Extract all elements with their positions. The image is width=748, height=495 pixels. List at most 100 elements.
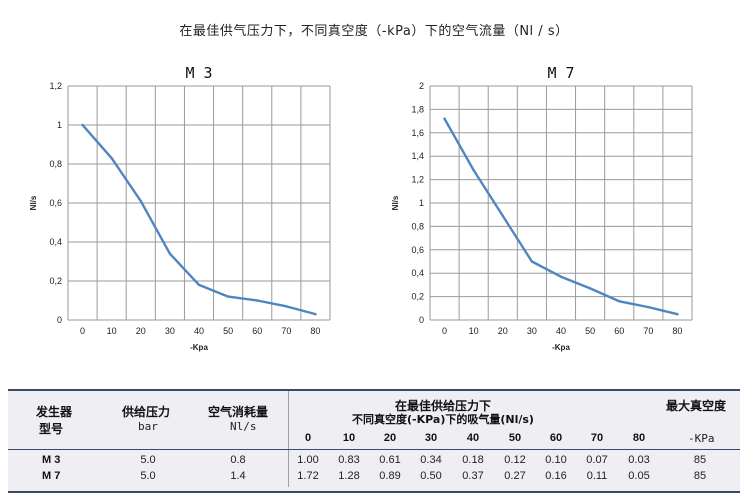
page-title: 在最佳供气压力下，不同真空度（-kPa）下的空气流量（Nl / s）	[179, 24, 569, 39]
y-tick-label: 0,6	[49, 198, 62, 208]
row-flow-value: 0.16	[545, 470, 567, 482]
vacuum-column-header: 80	[632, 432, 646, 444]
chart-m7: M 700,20,40,60,811,21,41,61,820 10 20 30 40 5…	[391, 64, 693, 352]
vacuum-column-header: 20	[383, 432, 397, 444]
x-tick-label: 30	[165, 326, 175, 336]
vacuum-column-header: 70	[590, 432, 604, 444]
x-tick-label: 20	[136, 326, 146, 336]
header-supply-pressure: 供给压力	[122, 405, 171, 419]
data-point	[588, 287, 592, 290]
data-point	[139, 199, 142, 203]
y-tick-label: 2	[419, 81, 424, 91]
row-flow-value: 0.07	[586, 454, 608, 466]
x-axis-label: -Kpa	[552, 343, 570, 352]
data-point	[647, 305, 650, 309]
x-tick-label: 50	[585, 326, 595, 336]
y-tick-label: 1	[57, 120, 62, 130]
data-point	[501, 214, 504, 218]
header-air-consumption: 空气消耗量	[208, 405, 269, 419]
row-consumption: 1.4	[230, 470, 246, 482]
x-tick-label: 0	[80, 326, 85, 336]
row-flow-value: 0.05	[628, 470, 650, 482]
row-flow-value: 0.34	[420, 454, 442, 466]
row-flow-value: 0.37	[462, 470, 484, 482]
row-consumption: 0.8	[230, 454, 246, 466]
header-group-line1: 在最佳供给压力下	[394, 399, 491, 413]
y-tick-label: 0,4	[49, 237, 62, 247]
row-flow-value: 0.11	[586, 470, 608, 482]
y-tick-label: 0,8	[411, 221, 424, 231]
header-model-type: 型号	[39, 422, 64, 436]
vacuum-column-header: 40	[466, 432, 480, 444]
x-tick-label: 20	[498, 326, 508, 336]
vacuum-column-header: 50	[508, 432, 522, 444]
row-flow-value: 0.27	[504, 470, 526, 482]
vacuum-column-header: 0	[304, 432, 312, 444]
header-air-consumption-unit: Nl/s	[230, 420, 257, 433]
series-line	[443, 117, 679, 316]
spec-table: 发生器 型号 供给压力 bar 空气消耗量 Nl/s 在最佳供给压力下 不同真空…	[8, 389, 740, 493]
row-flow-value: 0.50	[420, 470, 442, 482]
y-axis-label: Nl/s	[29, 195, 38, 210]
vacuum-column-header: 60	[549, 432, 563, 444]
y-tick-label: 0,2	[49, 276, 62, 286]
column-divider	[288, 391, 289, 487]
data-point	[530, 260, 534, 263]
data-point	[285, 305, 288, 308]
vacuum-column-header: 30	[424, 432, 438, 444]
data-point	[197, 283, 201, 287]
data-point	[226, 295, 230, 298]
header-rule	[8, 449, 740, 450]
row-max-vacuum: 85	[693, 470, 707, 482]
x-tick-label: 10	[469, 326, 479, 336]
y-tick-label: 0,4	[411, 268, 424, 278]
row-pressure: 5.0	[140, 470, 156, 482]
data-point	[110, 156, 113, 160]
data-point	[256, 299, 259, 302]
y-tick-label: 1,6	[411, 128, 424, 138]
data-point	[168, 252, 172, 255]
x-tick-label: 30	[527, 326, 537, 336]
row-flow-value: 0.12	[504, 454, 526, 466]
y-tick-label: 1,2	[411, 175, 424, 185]
y-tick-label: 0,6	[411, 245, 424, 255]
x-tick-label: 80	[310, 326, 320, 336]
row-flow-value: 1.28	[338, 470, 360, 482]
header-supply-pressure-unit: bar	[138, 420, 158, 433]
row-pressure: 5.0	[140, 454, 156, 466]
x-tick-label: 60	[252, 326, 262, 336]
y-axis-label: Nl/s	[391, 195, 400, 210]
y-tick-label: 1	[419, 198, 424, 208]
header-max-vacuum-unit: -KPa	[688, 432, 715, 445]
chart-m3: M 3 0 0,2 0,4 0,6 0,8 1 1,2 0 10 20 30 40 50 60 70 80 -Kp…	[29, 64, 331, 352]
row-flow-value: 0.61	[379, 454, 401, 466]
vacuum-column-header: 10	[342, 432, 356, 444]
data-point	[676, 312, 679, 316]
data-point	[443, 117, 446, 120]
row-model: M 3	[42, 454, 61, 466]
x-tick-label: 0	[442, 326, 447, 336]
x-tick-label: 50	[223, 326, 233, 336]
row-model: M 7	[42, 470, 61, 482]
x-tick-label: 80	[672, 326, 682, 336]
y-tick-label: 0,8	[49, 159, 62, 169]
data-point	[618, 300, 621, 303]
row-max-vacuum: 85	[693, 454, 707, 466]
y-tick-label: 1,4	[411, 151, 424, 161]
chart-title: M 3	[185, 64, 212, 82]
data-point	[81, 123, 84, 127]
row-flow-value: 0.18	[462, 454, 484, 466]
y-tick-label: 0	[57, 315, 62, 325]
header-group-line2: 不同真空度(-KPa)下的吸气量(Nl/s)	[352, 413, 534, 426]
y-tick-label: 0	[419, 315, 424, 325]
x-tick-label: 40	[194, 326, 204, 336]
row-flow-value: 1.00	[297, 454, 319, 466]
y-tick-label: 1,8	[411, 104, 424, 114]
x-tick-label: 40	[556, 326, 566, 336]
x-tick-label: 60	[614, 326, 624, 336]
x-tick-label: 70	[643, 326, 653, 336]
y-tick-label: 0,2	[411, 292, 424, 302]
x-axis-label: -Kpa	[190, 343, 208, 352]
header-generator: 发生器	[36, 405, 73, 419]
row-flow-value: 0.89	[379, 470, 401, 482]
